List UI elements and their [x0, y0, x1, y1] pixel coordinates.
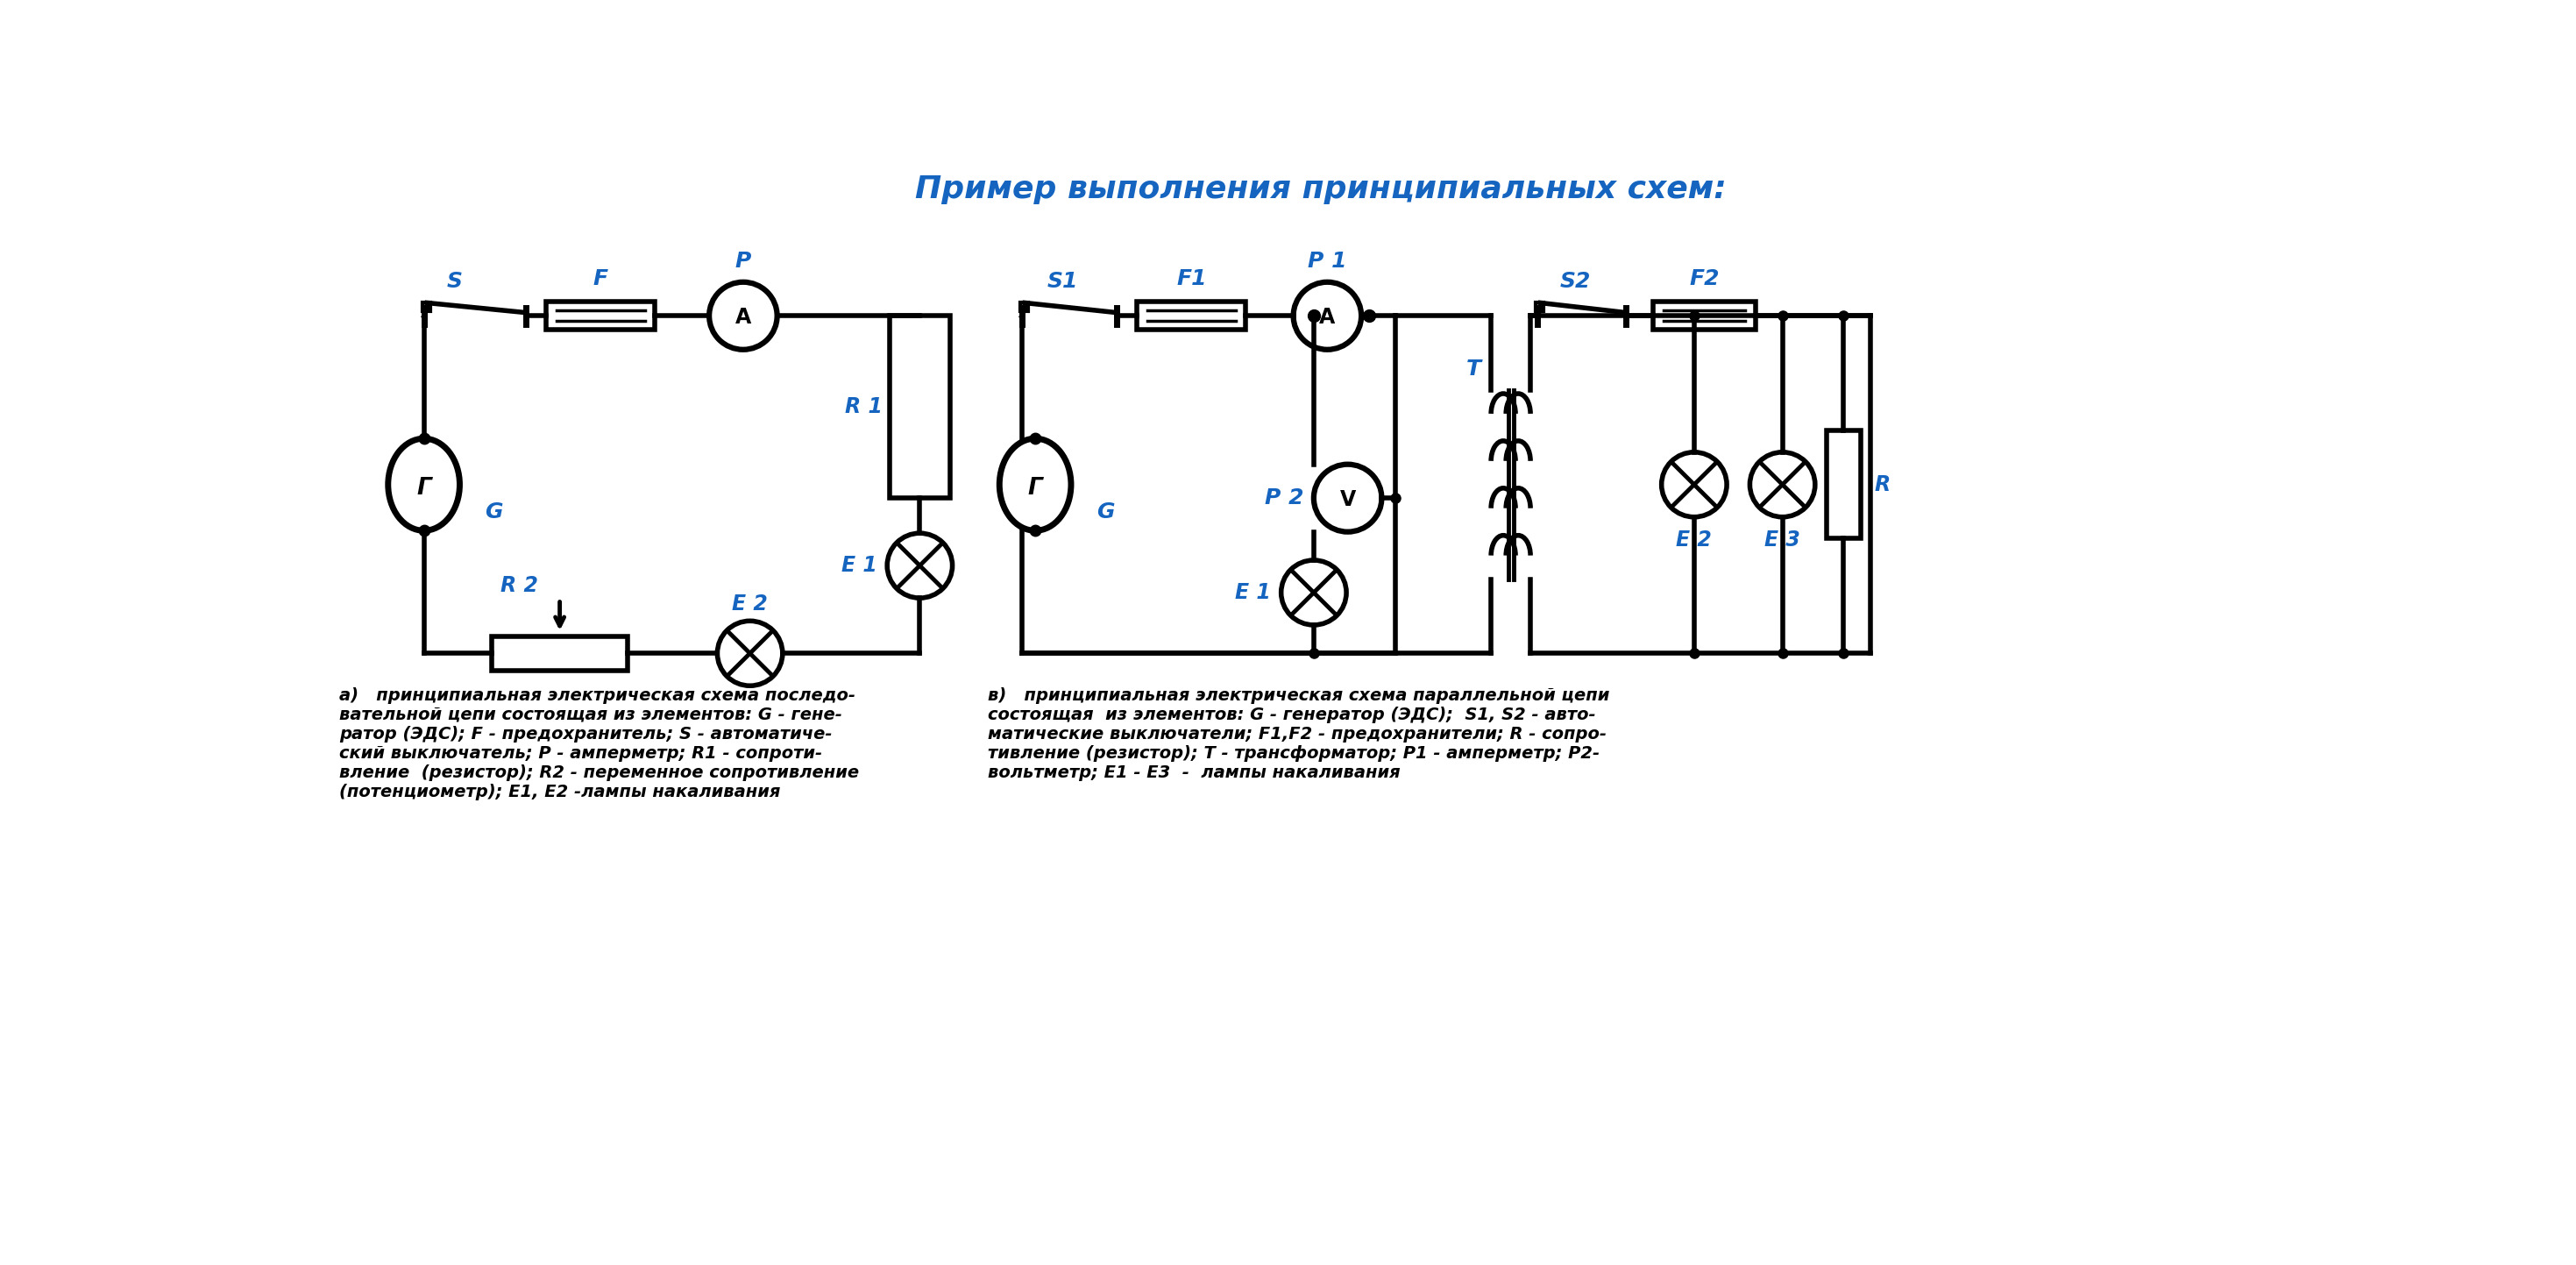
- Text: R 1: R 1: [845, 396, 884, 417]
- Text: R 2: R 2: [500, 574, 538, 596]
- Text: а)   принципиальная электрическая схема последо-
вательной цепи состоящая из эле: а) принципиальная электрическая схема по…: [340, 687, 858, 801]
- Bar: [1136, 301, 1247, 330]
- Text: S: S: [446, 271, 461, 292]
- Text: R: R: [1875, 474, 1891, 495]
- Text: в)   принципиальная электрическая схема параллельной цепи
состоящая  из элементо: в) принципиальная электрическая схема па…: [987, 687, 1610, 781]
- Bar: [1535, 302, 1543, 311]
- Text: E 2: E 2: [732, 593, 768, 615]
- Text: F2: F2: [1690, 268, 1718, 290]
- Text: V: V: [1340, 488, 1355, 510]
- Text: Г: Г: [1028, 477, 1043, 500]
- Text: E 2: E 2: [1677, 529, 1713, 550]
- Text: P 2: P 2: [1265, 487, 1303, 509]
- Bar: [1020, 302, 1028, 311]
- Bar: [422, 302, 430, 311]
- Bar: [1826, 430, 1860, 539]
- Text: A: A: [1319, 306, 1334, 328]
- Text: P 1: P 1: [1309, 250, 1347, 272]
- Text: E 1: E 1: [1234, 582, 1270, 603]
- Text: E 3: E 3: [1765, 529, 1801, 550]
- Text: S1: S1: [1046, 271, 1077, 292]
- Bar: [1654, 301, 1754, 330]
- Text: G: G: [1097, 501, 1115, 522]
- Bar: [889, 316, 951, 498]
- Text: F1: F1: [1177, 268, 1206, 290]
- Text: G: G: [484, 501, 502, 522]
- Bar: [546, 301, 654, 330]
- Text: E 1: E 1: [842, 555, 876, 576]
- Text: T: T: [1466, 359, 1481, 380]
- Text: S2: S2: [1558, 271, 1589, 292]
- Text: F: F: [592, 268, 608, 290]
- Text: A: A: [734, 306, 752, 328]
- Text: Г: Г: [417, 477, 430, 500]
- Bar: [492, 636, 629, 670]
- Text: P: P: [734, 250, 752, 272]
- Text: Пример выполнения принципиальных схем:: Пример выполнения принципиальных схем:: [914, 175, 1726, 204]
